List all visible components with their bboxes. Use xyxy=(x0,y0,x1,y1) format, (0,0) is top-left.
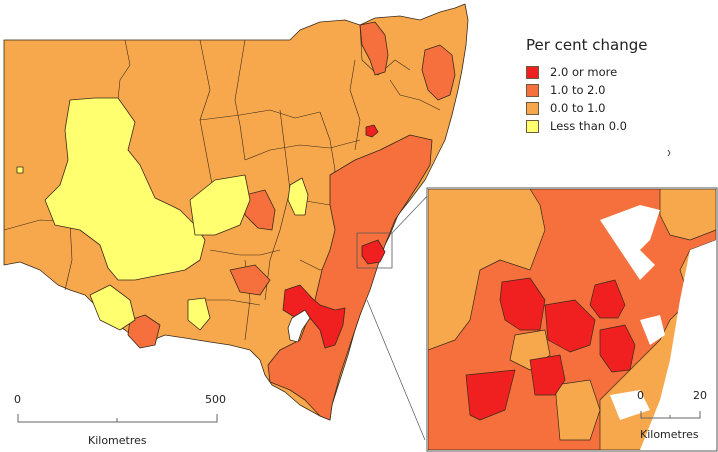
island-glyph xyxy=(667,149,671,157)
legend-item-mid: 1.0 to 2.0 xyxy=(526,81,648,99)
act-territory xyxy=(287,309,311,343)
region-negative-south xyxy=(89,284,136,331)
sydney-inset xyxy=(426,187,718,452)
region-1-2-central xyxy=(244,189,276,231)
legend-swatch-negative xyxy=(526,119,539,133)
region-1-2-south-central xyxy=(229,264,271,296)
legend-item-high: 2.0 or more xyxy=(526,63,648,81)
legend-item-negative: Less than 0.0 xyxy=(526,117,648,135)
main-scale-bar xyxy=(17,414,218,423)
legend-swatch-low xyxy=(526,101,539,115)
legend-label-negative: Less than 0.0 xyxy=(550,119,627,133)
region-negative-west xyxy=(44,97,206,281)
inset-leader-line-top xyxy=(391,189,434,234)
main-scale-end: 500 xyxy=(205,393,226,406)
legend-title: Per cent change xyxy=(526,36,648,54)
legend-label-high: 2.0 or more xyxy=(550,65,618,79)
legend-label-mid: 1.0 to 2.0 xyxy=(550,83,606,97)
legend-item-low: 0.0 to 1.0 xyxy=(526,99,648,117)
region-2plus-sydney xyxy=(361,239,386,265)
region-1-2-south-west xyxy=(127,314,161,349)
region-negative-tiny xyxy=(16,166,24,174)
region-negative-central xyxy=(189,174,251,236)
region-negative-south2 xyxy=(187,297,211,331)
main-scale-unit: Kilometres xyxy=(88,434,147,447)
region-negative-small xyxy=(287,177,309,216)
legend-label-low: 0.0 to 1.0 xyxy=(550,101,606,115)
legend-swatch-mid xyxy=(526,83,539,97)
main-map xyxy=(3,3,671,441)
legend-swatch-high xyxy=(526,65,539,79)
sydney-locator-box xyxy=(356,232,393,269)
inset-leader-line-bottom xyxy=(366,299,426,441)
region-1-2-midcoast xyxy=(267,134,433,421)
region-2plus-north-town xyxy=(365,124,379,138)
region-1-2-north xyxy=(359,21,389,76)
inset-scale-unit: Kilometres xyxy=(640,428,699,441)
inset-scale-start: 0 xyxy=(637,389,644,402)
main-scale-start: 0 xyxy=(14,393,21,406)
inset-scale-bar xyxy=(640,411,701,419)
legend: Per cent change 2.0 or more 1.0 to 2.0 0… xyxy=(526,36,648,135)
inset-scale-end: 20 xyxy=(693,389,707,402)
region-1-2-northcoast xyxy=(421,44,456,101)
